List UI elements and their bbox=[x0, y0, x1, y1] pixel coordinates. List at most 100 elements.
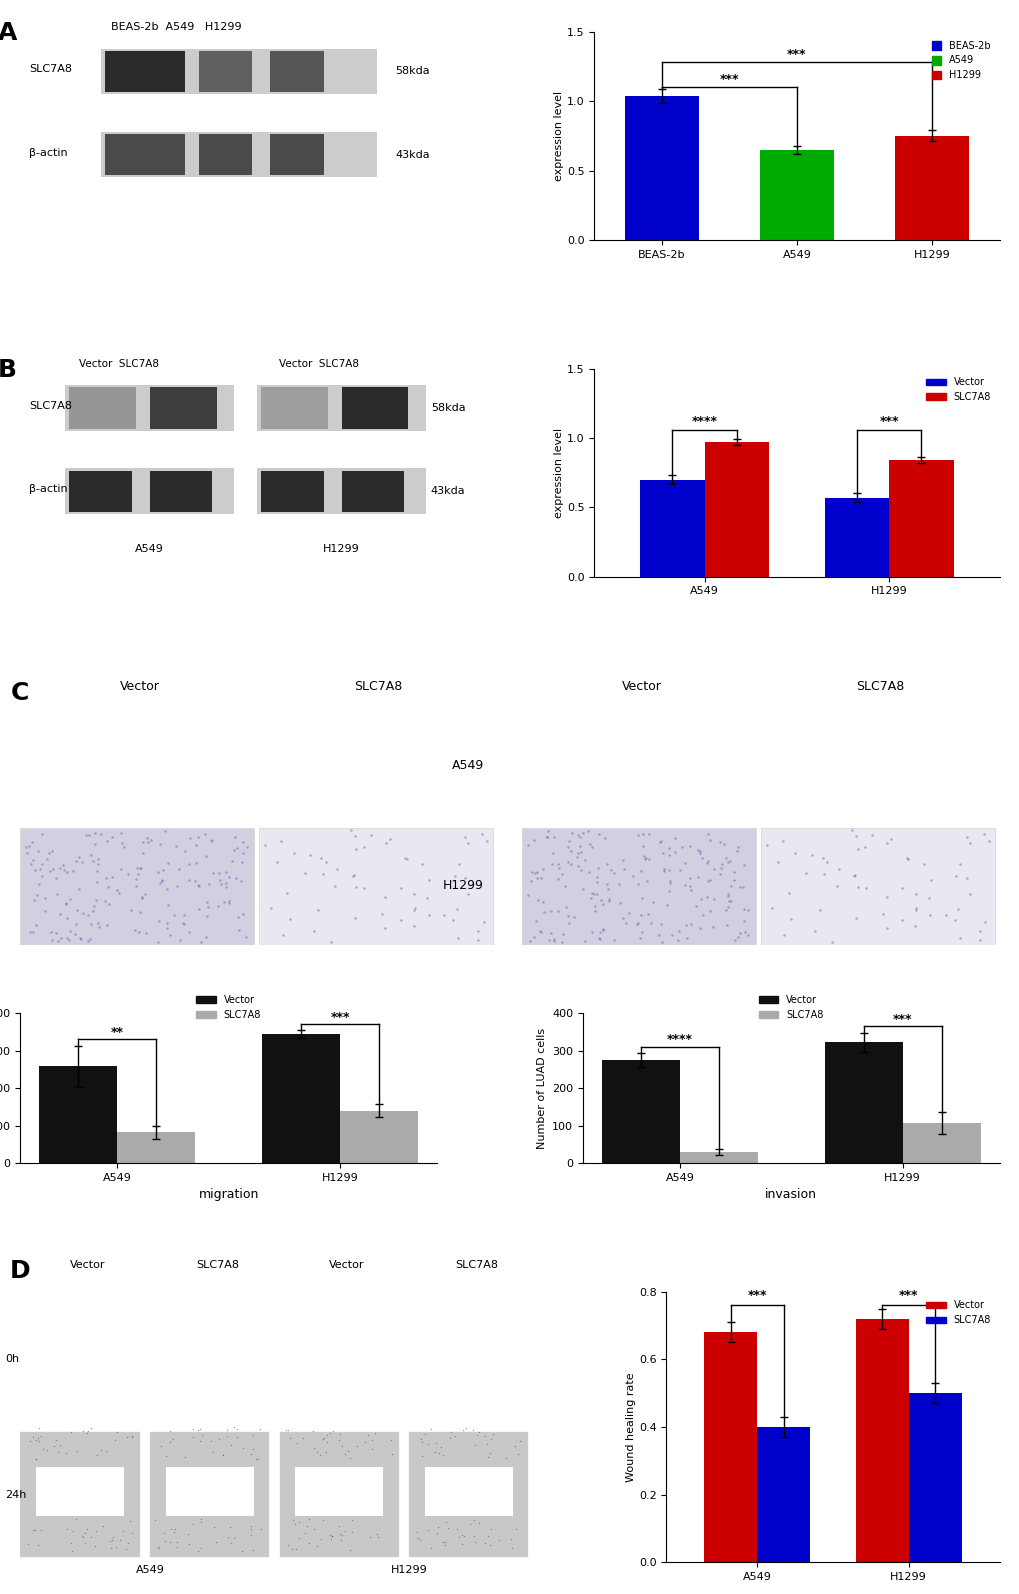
Point bbox=[892, 993, 908, 1019]
Point bbox=[483, 1425, 499, 1451]
Point bbox=[599, 1025, 615, 1050]
Point bbox=[407, 939, 423, 964]
Point bbox=[662, 1012, 679, 1038]
Point bbox=[709, 1014, 726, 1039]
Bar bbox=[760, 827, 994, 945]
Point bbox=[450, 1524, 467, 1549]
Point bbox=[273, 1031, 289, 1057]
Bar bbox=[294, 1468, 383, 1516]
Point bbox=[919, 945, 935, 971]
Point bbox=[347, 875, 364, 901]
Point bbox=[573, 858, 589, 883]
Point bbox=[112, 1527, 128, 1553]
Point bbox=[432, 1435, 448, 1460]
Point bbox=[70, 877, 87, 902]
Point bbox=[608, 974, 625, 999]
Point bbox=[898, 845, 914, 870]
Point bbox=[289, 1015, 306, 1041]
Point bbox=[243, 1522, 259, 1548]
Point bbox=[765, 966, 782, 991]
Text: ***: *** bbox=[330, 1011, 350, 1023]
Point bbox=[682, 866, 698, 891]
Point bbox=[122, 1508, 139, 1533]
Point bbox=[446, 862, 463, 888]
Point bbox=[675, 1009, 691, 1035]
Point bbox=[651, 983, 667, 1009]
Point bbox=[291, 1510, 308, 1535]
Point bbox=[698, 883, 714, 909]
Point bbox=[436, 1529, 452, 1554]
Point bbox=[552, 985, 569, 1011]
Point bbox=[773, 829, 790, 854]
Point bbox=[308, 1439, 324, 1465]
Point bbox=[697, 1047, 713, 1073]
Point bbox=[128, 856, 145, 881]
Point bbox=[660, 963, 677, 988]
Point bbox=[599, 999, 615, 1025]
Point bbox=[740, 1047, 756, 1073]
Point bbox=[727, 983, 743, 1009]
Point bbox=[718, 1019, 735, 1044]
Point bbox=[466, 958, 482, 983]
Point bbox=[193, 1510, 209, 1535]
Point bbox=[450, 991, 467, 1017]
Point bbox=[925, 950, 942, 976]
Point bbox=[135, 948, 151, 974]
Point bbox=[406, 881, 422, 907]
Point bbox=[554, 1033, 571, 1058]
Point bbox=[835, 953, 851, 979]
Point bbox=[291, 993, 308, 1019]
Point bbox=[671, 918, 687, 944]
Point bbox=[961, 830, 977, 856]
Point bbox=[405, 913, 421, 939]
Point bbox=[609, 1009, 626, 1035]
Point bbox=[372, 1012, 388, 1038]
Point bbox=[193, 1506, 209, 1532]
Point bbox=[978, 988, 995, 1014]
Point bbox=[322, 993, 338, 1019]
Point bbox=[573, 983, 589, 1009]
Point bbox=[263, 1004, 279, 1030]
Point bbox=[58, 891, 74, 917]
Point bbox=[566, 905, 582, 931]
Point bbox=[639, 902, 655, 928]
Point bbox=[452, 963, 469, 988]
Bar bbox=[150, 470, 212, 512]
Point bbox=[581, 1001, 597, 1027]
Point bbox=[181, 826, 198, 851]
Point bbox=[71, 980, 88, 1006]
Point bbox=[608, 974, 625, 999]
Point bbox=[726, 859, 742, 885]
Point bbox=[123, 1423, 140, 1449]
Point bbox=[600, 888, 616, 913]
Point bbox=[141, 1012, 157, 1038]
Point bbox=[114, 1519, 130, 1545]
Point bbox=[525, 925, 541, 950]
Point bbox=[99, 829, 115, 854]
Point bbox=[127, 1025, 144, 1050]
Point bbox=[336, 1517, 353, 1543]
Point bbox=[189, 1023, 205, 1049]
Point bbox=[827, 1044, 844, 1070]
Point bbox=[26, 1517, 43, 1543]
Point bbox=[907, 977, 923, 1003]
Point bbox=[122, 1041, 139, 1066]
Point bbox=[849, 837, 865, 862]
Point bbox=[594, 917, 610, 942]
Point bbox=[712, 854, 729, 880]
Point bbox=[136, 1009, 152, 1035]
Point bbox=[409, 1519, 425, 1545]
Point bbox=[294, 1592, 311, 1594]
Point bbox=[556, 874, 573, 899]
Point bbox=[173, 1017, 190, 1042]
Bar bbox=[270, 134, 323, 175]
Point bbox=[203, 1428, 219, 1454]
Point bbox=[177, 838, 194, 864]
Point bbox=[418, 1047, 434, 1073]
Point bbox=[123, 1425, 140, 1451]
Point bbox=[370, 972, 386, 998]
Point bbox=[543, 1015, 559, 1041]
Point bbox=[884, 1001, 901, 1027]
Point bbox=[435, 902, 451, 928]
Point bbox=[161, 939, 177, 964]
